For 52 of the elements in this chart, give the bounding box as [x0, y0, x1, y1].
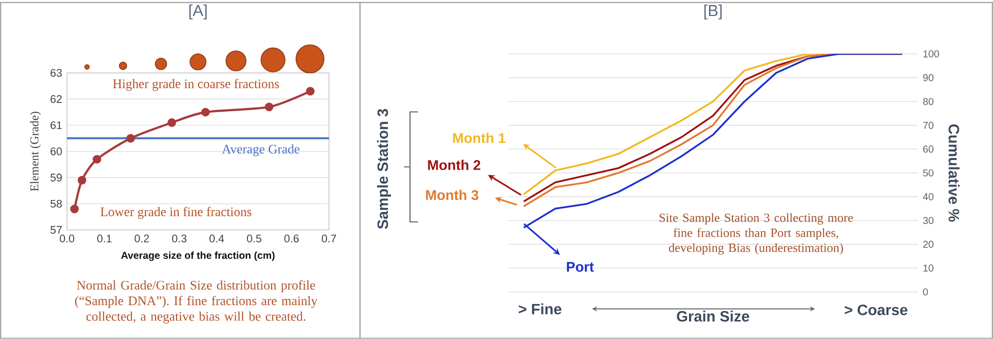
legend-label: Month 1	[453, 132, 506, 144]
x-tick-label: 0.6	[284, 234, 299, 242]
y-tick-label: 57	[50, 226, 62, 234]
point	[126, 134, 135, 143]
x-tick-label: 0.5	[246, 234, 262, 242]
y-tick-label: 58	[50, 200, 62, 208]
y-tick-label: 80	[923, 98, 934, 106]
y-axis-title: Element (Grade)	[30, 112, 41, 192]
text: Sample Station 3	[377, 109, 391, 229]
y-tick-label: 70	[923, 122, 934, 129]
point	[264, 102, 274, 112]
y-tick-label: 62	[50, 95, 62, 103]
text: Port	[566, 262, 594, 272]
x-tick-label: 0.4	[210, 234, 224, 242]
y-tick-label: 60	[50, 148, 62, 156]
chart-title: [B]	[704, 4, 722, 20]
point	[168, 118, 176, 127]
y-tick-label: 90	[923, 74, 934, 82]
x-tick-label: 0.3	[172, 234, 186, 242]
text: > Coarse	[844, 304, 908, 316]
y-tick-label: 10	[923, 264, 934, 272]
annotation: Site Sample Station 3 collecting more fine fractions than Port samples, developing Bias (underestimation)	[660, 213, 853, 255]
x-axis-title: Average size of the fraction (cm)	[121, 252, 275, 261]
x-tick-label: 0.2	[134, 234, 149, 242]
ref-line-label: Average Grade	[222, 144, 300, 156]
y-tick-label: 0	[923, 288, 928, 296]
y-axis-title: Cumulative %	[948, 124, 960, 222]
y-tick-label: 100	[923, 50, 939, 58]
annotation: Lower grade in fine fractions	[100, 206, 252, 219]
annotation: Higher grade in coarse fractions	[113, 78, 279, 91]
y-tick-label: 60	[923, 146, 934, 153]
point	[78, 176, 86, 185]
y-tick-label: 59	[50, 174, 62, 182]
point	[70, 204, 79, 214]
text: > Fine	[518, 303, 562, 314]
x-axis-title: Grain Size	[676, 310, 750, 322]
point	[201, 108, 210, 116]
x-tick-label: 0.7	[322, 234, 336, 242]
y-tick-label: 61	[50, 121, 62, 130]
text: Month 2	[428, 160, 480, 170]
y-tick-label: 40	[922, 193, 934, 200]
x-tick-label: 0.0	[60, 234, 74, 242]
y-tick-label: 50	[923, 169, 934, 176]
chart-title: [A]	[189, 4, 207, 20]
legend-label: Month 3	[426, 190, 478, 200]
point	[92, 154, 102, 164]
y-tick-label: 20	[923, 240, 934, 248]
y-tick-label: 30	[923, 216, 934, 224]
x-tick-label: 0.1	[97, 234, 112, 242]
y-tick-label: 63	[50, 69, 62, 77]
point	[306, 86, 315, 96]
text: Normal Grade/Grain Size distribution profile (“Sample DNA”). If fine fractions are mainly collected, a negative bias will be created.	[75, 280, 318, 324]
